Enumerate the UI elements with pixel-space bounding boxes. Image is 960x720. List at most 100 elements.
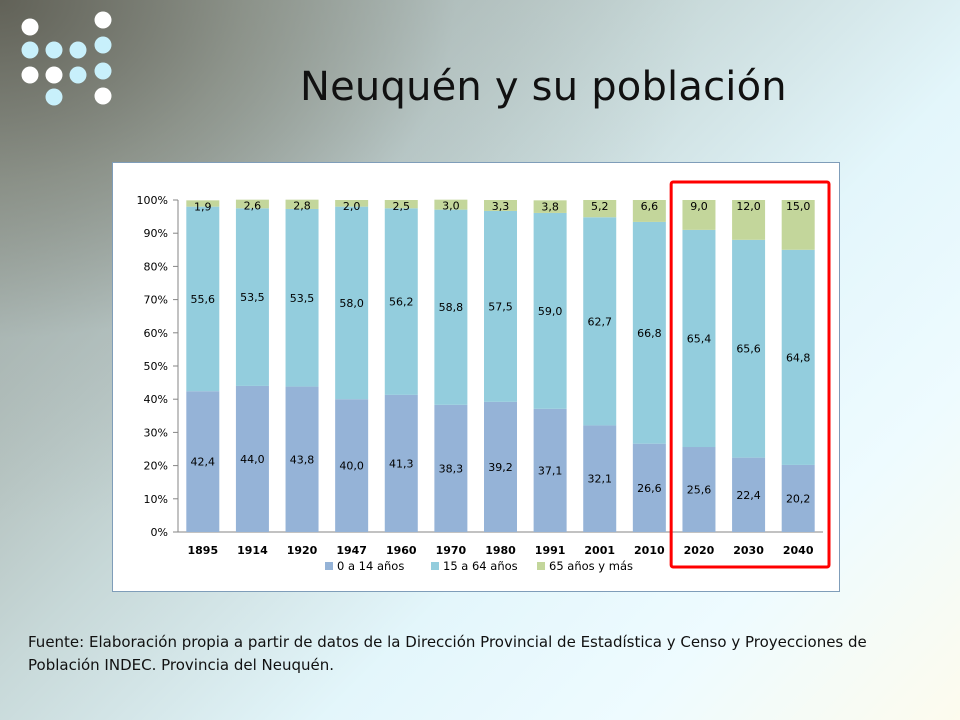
data-label: 2,0 xyxy=(343,200,361,213)
data-label: 20,2 xyxy=(786,492,811,505)
bar-segment xyxy=(335,206,369,400)
data-label: 25,6 xyxy=(687,484,712,497)
x-tick-label: 2001 xyxy=(584,544,615,557)
data-label: 2,8 xyxy=(293,200,311,213)
data-label: 66,8 xyxy=(637,327,662,340)
y-tick-label: 30% xyxy=(144,426,168,439)
bar-segment xyxy=(682,229,716,448)
logo-dot xyxy=(94,36,112,54)
bar-segment xyxy=(335,399,369,532)
bar-segment xyxy=(781,464,815,532)
bar-segment xyxy=(583,200,617,218)
bar-segment xyxy=(285,208,319,387)
y-tick-label: 0% xyxy=(151,526,168,539)
highlight-box xyxy=(669,180,831,569)
bar-segment xyxy=(186,206,220,392)
data-label: 64,8 xyxy=(786,351,811,364)
x-tick-label: 1947 xyxy=(336,544,367,557)
legend-label: 0 a 14 años xyxy=(337,559,404,573)
legend-label: 15 a 64 años xyxy=(443,559,518,573)
bar-segment xyxy=(484,200,517,211)
data-label: 59,0 xyxy=(538,305,563,318)
logo-dot xyxy=(69,66,87,84)
dot-grid-logo-icon xyxy=(21,11,112,106)
data-label: 5,2 xyxy=(591,200,609,213)
data-label: 53,5 xyxy=(290,292,315,305)
data-label: 42,4 xyxy=(191,456,216,469)
page-title: Neuquén y su población xyxy=(300,64,787,110)
y-tick-label: 70% xyxy=(144,294,168,307)
data-label: 12,0 xyxy=(736,200,761,213)
x-tick-label: 1914 xyxy=(237,544,268,557)
y-tick-label: 100% xyxy=(137,194,168,207)
data-label: 2,5 xyxy=(393,200,411,213)
data-label: 41,3 xyxy=(389,457,414,470)
y-tick-label: 60% xyxy=(144,327,168,340)
bar-segment xyxy=(732,239,766,458)
data-label: 56,2 xyxy=(389,296,414,309)
bar-segment xyxy=(384,208,418,395)
logo-dot xyxy=(94,11,112,29)
bar-segment xyxy=(781,249,815,465)
data-label: 1,9 xyxy=(194,200,212,213)
data-label: 15,0 xyxy=(786,200,811,213)
logo-dot xyxy=(45,88,63,106)
bar-segment xyxy=(533,212,567,409)
data-label: 58,0 xyxy=(339,297,364,310)
legend-swatch xyxy=(431,562,439,570)
bar-segment xyxy=(781,200,815,250)
data-label: 3,0 xyxy=(442,200,460,213)
logo-dot xyxy=(94,62,112,80)
logo-dot xyxy=(21,18,39,36)
bar-segment xyxy=(384,200,418,209)
bar-segment xyxy=(484,401,517,532)
bar-segment xyxy=(632,200,666,222)
bar-segment xyxy=(285,386,319,532)
bar-segment xyxy=(186,200,220,207)
y-tick-label: 20% xyxy=(144,460,168,473)
logo-dot xyxy=(45,66,63,84)
bar-segment xyxy=(632,221,666,444)
data-label: 57,5 xyxy=(488,300,513,313)
bar-segment xyxy=(732,200,766,240)
data-label: 26,6 xyxy=(637,482,662,495)
bar-segment xyxy=(682,200,716,230)
data-label: 2,6 xyxy=(244,200,262,213)
data-label: 39,2 xyxy=(488,461,513,474)
bar-segment xyxy=(434,209,468,405)
data-label: 38,3 xyxy=(439,462,464,475)
logo-dot xyxy=(21,66,39,84)
x-tick-label: 2040 xyxy=(783,544,814,557)
bar-segment xyxy=(186,391,220,532)
data-label: 6,6 xyxy=(641,200,659,213)
bar-segment xyxy=(434,404,468,532)
data-label: 9,0 xyxy=(690,200,708,213)
legend-label: 65 años y más xyxy=(549,559,633,573)
x-tick-label: 1960 xyxy=(386,544,417,557)
stacked-bar-chart: 0% 10% 20% 30% 40% 50% 60% 70% 80% 90% 100% 42,4 55,… xyxy=(137,180,831,573)
x-tick-label: 1970 xyxy=(436,544,467,557)
bar-segment xyxy=(235,208,269,386)
data-label: 65,4 xyxy=(687,332,712,345)
bar-segment xyxy=(682,447,716,532)
y-tick-label: 90% xyxy=(144,227,168,240)
bar-segment xyxy=(384,394,418,532)
y-tick-label: 50% xyxy=(144,360,168,373)
legend-swatch xyxy=(537,562,545,570)
bar-segment xyxy=(335,200,369,207)
logo-dot xyxy=(94,87,112,105)
data-label: 22,4 xyxy=(736,489,761,502)
bar-segment xyxy=(583,217,617,426)
x-tick-label: 1991 xyxy=(535,544,566,557)
x-tick-label: 2010 xyxy=(634,544,665,557)
bar-segment xyxy=(583,425,617,532)
bar-segment xyxy=(533,200,567,213)
bar-segment xyxy=(235,199,269,209)
y-tick-label: 40% xyxy=(144,393,168,406)
bar-segment xyxy=(484,210,517,402)
bar-segment xyxy=(285,199,319,209)
x-tick-label: 2020 xyxy=(684,544,715,557)
data-label: 53,5 xyxy=(240,291,265,304)
source-note: Fuente: Elaboración propia a partir de d… xyxy=(28,633,867,674)
data-label: 32,1 xyxy=(587,473,612,486)
